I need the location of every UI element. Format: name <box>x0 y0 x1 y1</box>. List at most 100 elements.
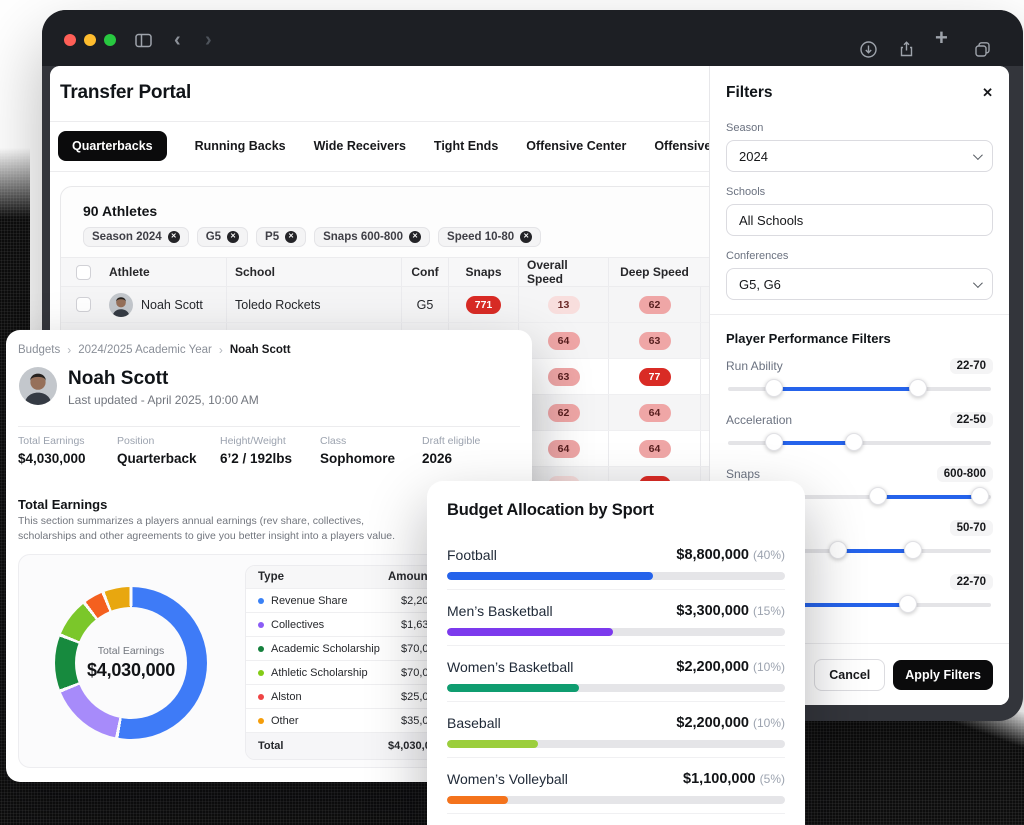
slider-handle-max[interactable] <box>845 433 864 451</box>
budget-row-header: Women’s Basketball $2,200,000 (10%) <box>447 658 785 676</box>
tab-tight-ends[interactable]: Tight Ends <box>433 139 499 153</box>
back-icon[interactable]: ‹ <box>174 29 181 51</box>
chip-season-2024[interactable]: Season 2024 ✕ <box>83 227 189 247</box>
budget-allocation-card: Budget Allocation by Sport Football $8,80… <box>427 481 805 825</box>
table-header: Athlete School Conf Snaps Overall Speed Deep … <box>61 257 709 287</box>
filler-cell <box>700 431 709 466</box>
overall-speed-badge: 13 <box>547 295 580 314</box>
conferences-label: Conferences <box>726 250 789 262</box>
budget-bar <box>447 684 785 692</box>
new-tab-icon[interactable]: + <box>935 25 948 50</box>
budget-bar-fill <box>447 740 539 748</box>
slider-handle-max[interactable] <box>898 595 917 613</box>
sport-name: Women’s Basketball <box>447 659 574 675</box>
deep-speed-cell: 63 <box>608 323 700 358</box>
slider-value-badge: 22-70 <box>949 574 993 590</box>
earnings-type: Alston <box>271 690 302 703</box>
slider[interactable] <box>726 538 993 562</box>
conferences-value: G5, G6 <box>739 276 781 292</box>
breadcrumb-item-2024-2025-academic-year[interactable]: 2024/2025 Academic Year <box>78 344 212 356</box>
chip-speed-10-80[interactable]: Speed 10-80 ✕ <box>438 227 542 247</box>
conferences-select[interactable]: G5, G6 <box>726 268 993 300</box>
tab-quarterbacks[interactable]: Quarterbacks <box>58 131 167 161</box>
close-icon[interactable]: ✕ <box>982 85 993 100</box>
tab-offensive-guard[interactable]: Offensive Guard <box>654 139 709 153</box>
remove-icon[interactable]: ✕ <box>167 231 180 243</box>
deep-speed-badge: 64 <box>638 439 671 458</box>
season-label: Season <box>726 122 764 134</box>
slider-handle-min[interactable] <box>765 433 784 451</box>
row-checkbox[interactable] <box>76 297 91 312</box>
player-name: Noah Scott <box>68 368 169 389</box>
remove-icon[interactable]: ✕ <box>409 231 422 243</box>
minimize-window-button[interactable] <box>84 34 96 46</box>
slider-handle-max[interactable] <box>970 487 989 505</box>
stat-value: 6’2 / 192lbs <box>220 451 293 466</box>
stat-height-weight: Height/Weight 6’2 / 192lbs <box>220 435 320 466</box>
sidebar-toggle-icon[interactable] <box>134 31 153 50</box>
earnings-type: Academic Scholarship <box>271 642 380 655</box>
grain-texture-bottom <box>0 779 448 825</box>
column-header-conf: Conf <box>401 258 448 286</box>
select-all-checkbox[interactable] <box>76 264 91 280</box>
slider-handle-max[interactable] <box>903 541 922 559</box>
slider-track[interactable] <box>728 495 991 499</box>
downloads-icon[interactable] <box>859 40 878 59</box>
close-window-button[interactable] <box>64 34 76 46</box>
budget-rows: Football $8,800,000 (40%) Men’s Basketball… <box>447 534 785 814</box>
slider-handle-min[interactable] <box>869 487 888 505</box>
budget-amount: $8,800,000 (40%) <box>676 547 785 563</box>
slider-handle-min[interactable] <box>765 379 784 397</box>
stat-value: 2026 <box>422 451 453 466</box>
deep-speed-badge: 63 <box>638 331 671 350</box>
schools-field <box>726 204 993 236</box>
slider-value-badge: 22-50 <box>949 412 993 428</box>
breadcrumb-item-budgets[interactable]: Budgets <box>18 344 61 356</box>
budget-bar-fill <box>447 796 508 804</box>
chip-g5[interactable]: G5 ✕ <box>196 227 249 247</box>
schools-input[interactable] <box>739 212 980 228</box>
slider-handle-min[interactable] <box>829 541 848 559</box>
legend-dot <box>258 621 264 628</box>
slider-value-badge: 50-70 <box>949 520 993 536</box>
slider-handle-max[interactable] <box>909 379 928 397</box>
slider-value-badge: 22-70 <box>949 358 993 374</box>
grain-texture-bottom-right <box>801 712 1024 825</box>
season-select[interactable]: 2024 <box>726 140 993 172</box>
table-row[interactable]: Noah Scott Toledo Rockets G5 771 13 62 <box>61 287 709 323</box>
forward-icon[interactable]: › <box>205 29 212 51</box>
column-header-school: School <box>226 258 401 286</box>
player-stats: Total Earnings $4,030,000 Position Quarterb… <box>18 435 524 466</box>
slider-header: 22-70 <box>726 572 993 592</box>
earnings-type: Other <box>271 714 299 727</box>
chip-p5[interactable]: P5 ✕ <box>256 227 307 247</box>
slider[interactable] <box>726 430 993 454</box>
tab-overview-icon[interactable] <box>973 40 992 59</box>
remove-icon[interactable]: ✕ <box>520 231 533 243</box>
chip-label: Season 2024 <box>92 231 162 243</box>
tab-running-backs[interactable]: Running Backs <box>194 139 286 153</box>
earnings-donut-chart <box>55 587 207 739</box>
chip-snaps-600-800[interactable]: Snaps 600-800 ✕ <box>314 227 431 247</box>
share-icon[interactable] <box>897 40 916 59</box>
tab-offensive-center[interactable]: Offensive Center <box>526 139 627 153</box>
apply-filters-button[interactable]: Apply Filters <box>893 659 993 690</box>
budget-row-football: Football $8,800,000 (40%) <box>447 534 785 590</box>
budget-percent: (40%) <box>752 548 785 562</box>
budget-bar <box>447 796 785 804</box>
tab-wide-receivers[interactable]: Wide Receivers <box>313 139 406 153</box>
slider[interactable] <box>726 376 993 400</box>
remove-icon[interactable]: ✕ <box>285 231 298 243</box>
column-header-overall-speed: Overall Speed <box>518 258 608 286</box>
slider[interactable] <box>726 484 993 508</box>
budget-bar <box>447 572 785 580</box>
athlete-cell: Noah Scott <box>101 287 226 322</box>
chip-label: P5 <box>265 231 280 243</box>
zoom-window-button[interactable] <box>104 34 116 46</box>
slider-fill <box>838 549 913 553</box>
cancel-button[interactable]: Cancel <box>814 658 886 691</box>
remove-icon[interactable]: ✕ <box>227 231 240 243</box>
sport-name: Baseball <box>447 715 501 731</box>
page-title: Transfer Portal <box>60 82 192 103</box>
stat-position: Position Quarterback <box>117 435 220 466</box>
